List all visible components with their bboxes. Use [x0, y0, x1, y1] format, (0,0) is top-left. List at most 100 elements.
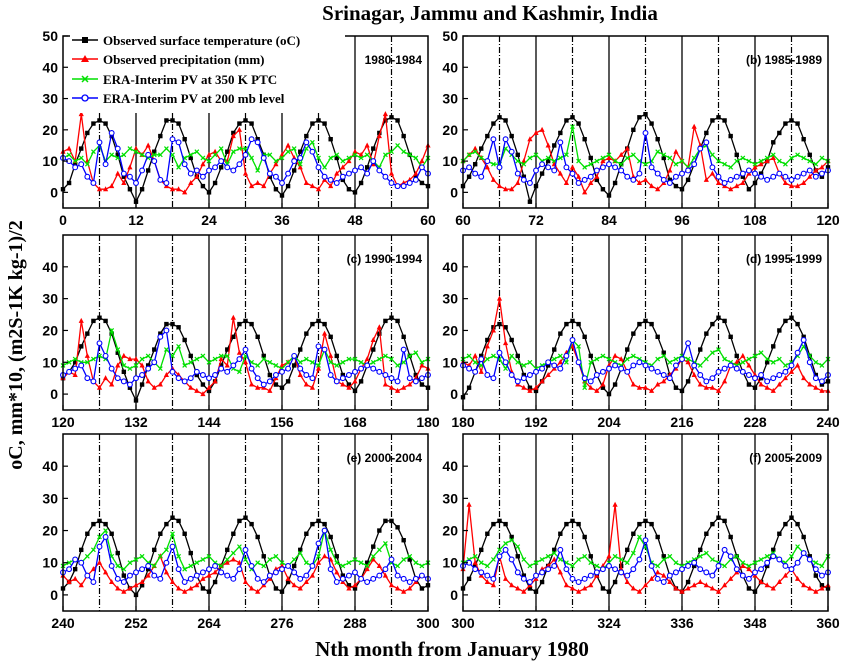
data-point-precipitation: [782, 572, 789, 578]
data-point-precipitation: [691, 372, 697, 377]
data-point-precipitation: [794, 575, 801, 581]
data-point-pv200: [502, 546, 509, 553]
data-point-precipitation: [740, 179, 746, 185]
data-point-pv200: [66, 368, 73, 375]
data-point-pv350: [709, 557, 715, 562]
data-point-precipitation: [127, 585, 133, 591]
data-point-temperature: [103, 318, 108, 324]
data-point-pv350: [84, 359, 90, 365]
data-point-temperature: [539, 171, 545, 176]
chart-panel-1: 0 10 20 30 40 50 0 12 24 36 48 60 1980-1984: [42, 28, 436, 228]
data-point-pv200: [321, 527, 328, 534]
data-point-temperature: [206, 388, 212, 394]
data-point-pv350: [673, 560, 679, 566]
data-point-precipitation: [527, 387, 533, 393]
data-point-pv350: [163, 547, 169, 553]
data-point-pv350: [163, 347, 169, 352]
data-point-temperature: [413, 174, 419, 179]
data-point-pv200: [279, 566, 285, 573]
data-point-temperature: [509, 534, 514, 540]
data-point-temperature: [497, 115, 502, 120]
data-point-pv200: [248, 365, 255, 372]
data-point-pv350: [515, 158, 521, 164]
data-point-temperature: [182, 137, 187, 142]
data-point-pv350: [582, 553, 588, 559]
data-point-pv350: [563, 152, 569, 158]
data-point-precipitation: [667, 579, 673, 585]
data-point-temperature: [170, 118, 175, 123]
data-point-pv200: [739, 572, 746, 579]
data-point-pv200: [181, 579, 188, 585]
data-point-pv200: [575, 180, 582, 186]
y-tick-label: 20: [442, 122, 458, 138]
data-point-pv200: [218, 569, 225, 576]
panel-label: (b) 1985-1989: [746, 53, 822, 67]
data-point-temperature: [206, 190, 212, 195]
chart-panel-6: 0 10 20 30 40 300 312 324 336 348 360 (f) 2005-2009: [442, 433, 840, 631]
data-point-pv200: [727, 176, 734, 183]
data-point-pv350: [782, 161, 788, 167]
data-point-temperature: [716, 315, 721, 320]
data-point-precipitation: [801, 375, 807, 381]
data-point-temperature: [722, 518, 727, 524]
data-point-temperature: [752, 589, 758, 594]
data-point-precipitation: [600, 381, 606, 387]
data-point-pv200: [151, 158, 158, 165]
data-point-precipitation: [230, 133, 236, 139]
data-point-pv200: [394, 378, 401, 385]
data-point-pv350: [413, 350, 419, 356]
data-point-pv350: [358, 359, 364, 365]
data-point-pv200: [333, 180, 340, 186]
data-point-pv200: [352, 368, 358, 375]
data-point-temperature: [279, 589, 285, 594]
data-point-pv350: [224, 353, 230, 359]
data-point-precipitation: [819, 164, 825, 170]
data-point-precipitation: [521, 384, 527, 390]
data-point-pv350: [66, 152, 72, 158]
data-point-pv200: [508, 372, 515, 378]
data-point-precipitation: [315, 559, 322, 565]
data-point-precipitation: [655, 381, 661, 387]
data-point-temperature: [509, 337, 514, 343]
data-point-pv200: [703, 378, 710, 385]
data-point-pv200: [496, 349, 503, 356]
data-point-precipitation: [715, 387, 722, 393]
data-point-temperature: [795, 521, 800, 527]
data-point-temperature: [158, 133, 163, 139]
data-point-precipitation: [703, 176, 709, 182]
data-point-precipitation: [569, 585, 576, 591]
data-point-pv200: [206, 375, 212, 382]
data-point-pv200: [782, 173, 789, 180]
data-point-pv200: [818, 572, 825, 579]
data-point-pv200: [400, 346, 407, 353]
data-point-pv350: [401, 359, 407, 365]
data-point-precipitation: [182, 588, 188, 594]
data-point-pv350: [297, 359, 303, 365]
data-point-pv200: [478, 569, 485, 576]
data-point-precipitation: [279, 151, 285, 157]
data-point-pv350: [490, 557, 496, 562]
data-point-precipitation: [624, 145, 630, 151]
data-point-precipitation: [102, 375, 109, 381]
data-point-pv200: [193, 572, 200, 579]
data-point-pv350: [255, 363, 261, 368]
data-point-pv200: [648, 365, 655, 372]
data-point-pv350: [382, 540, 388, 546]
data-point-temperature: [521, 174, 527, 179]
data-point-pv200: [672, 362, 679, 369]
data-point-pv350: [139, 152, 145, 158]
data-point-precipitation: [588, 582, 594, 588]
data-point-temperature: [170, 515, 175, 520]
data-point-temperature: [612, 382, 618, 387]
data-point-temperature: [558, 130, 563, 136]
data-point-precipitation: [121, 179, 127, 185]
plot-frame: [462, 433, 829, 612]
data-point-temperature: [170, 321, 175, 327]
data-point-temperature: [783, 318, 788, 324]
data-point-pv350: [703, 550, 709, 556]
data-point-pv350: [407, 152, 413, 158]
data-point-pv200: [236, 566, 243, 573]
y-tick-label: 30: [442, 291, 458, 307]
data-point-pv350: [236, 369, 242, 375]
plot-frame: [462, 35, 829, 209]
